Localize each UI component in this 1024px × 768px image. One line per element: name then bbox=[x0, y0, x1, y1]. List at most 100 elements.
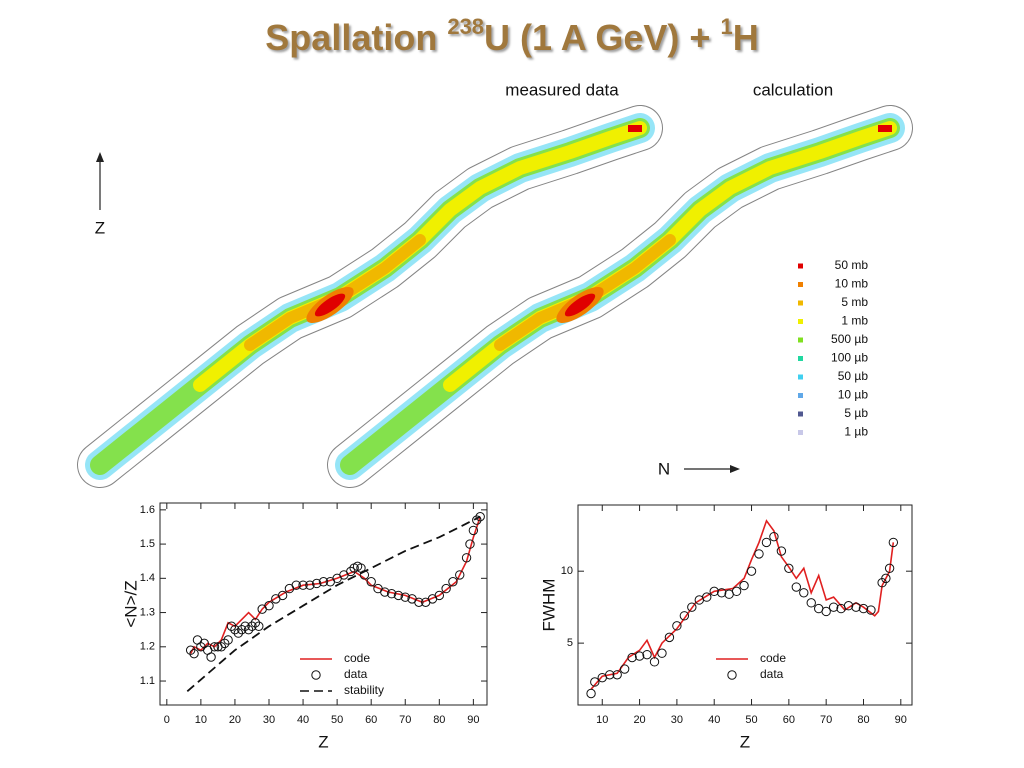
data-point bbox=[754, 549, 764, 559]
series-line bbox=[186, 515, 481, 692]
data-point bbox=[189, 648, 199, 659]
legend-swatch bbox=[798, 356, 803, 361]
x-tick-label: 30 bbox=[263, 714, 275, 726]
data-point bbox=[264, 601, 274, 611]
x-tick-label: 0 bbox=[164, 714, 170, 726]
legend-label: stability bbox=[344, 683, 384, 697]
data-point bbox=[366, 577, 376, 587]
title-part: U (1 A GeV) + bbox=[484, 17, 720, 58]
legend-label: data bbox=[344, 667, 368, 681]
data-point bbox=[739, 580, 749, 591]
data-point bbox=[843, 601, 854, 611]
data-point bbox=[305, 580, 315, 590]
title-part: H bbox=[733, 17, 759, 58]
panel-label: calculation bbox=[753, 80, 833, 99]
data-point bbox=[209, 642, 220, 652]
data-point bbox=[821, 606, 831, 617]
x-tick-label: 70 bbox=[820, 714, 832, 726]
data-point bbox=[237, 624, 247, 635]
legend-label: code bbox=[344, 651, 370, 665]
map-core bbox=[314, 293, 346, 317]
data-point bbox=[346, 566, 356, 577]
nuclide-maps bbox=[77, 105, 913, 488]
data-point bbox=[230, 624, 240, 635]
data-point bbox=[380, 587, 390, 597]
legend-label: 5 mb bbox=[841, 295, 868, 309]
data-point bbox=[884, 563, 895, 574]
x-tick-label: 60 bbox=[365, 714, 377, 726]
legend-label: 5 µb bbox=[844, 406, 868, 420]
x-axis-label: Z bbox=[318, 732, 328, 751]
data-point bbox=[226, 621, 237, 631]
x-tick-label: 30 bbox=[671, 714, 683, 726]
data-point bbox=[761, 537, 772, 548]
data-point bbox=[243, 624, 254, 635]
legend-label: 50 µb bbox=[838, 369, 869, 383]
legend-label: 10 mb bbox=[835, 277, 869, 291]
data-point bbox=[400, 592, 410, 602]
data-point bbox=[851, 602, 861, 612]
data-point bbox=[311, 578, 322, 589]
title-superscript: 238 bbox=[447, 14, 484, 39]
data-point bbox=[799, 588, 809, 598]
legend-swatch bbox=[798, 263, 803, 269]
legend-marker bbox=[311, 670, 321, 680]
data-point bbox=[657, 648, 667, 658]
data-point bbox=[612, 670, 622, 680]
series-line bbox=[590, 519, 895, 690]
x-tick-label: 90 bbox=[895, 714, 907, 726]
y-tick-label: 1.1 bbox=[140, 675, 155, 687]
data-point bbox=[455, 570, 465, 580]
x-tick-label: 40 bbox=[297, 714, 309, 726]
data-point bbox=[605, 670, 615, 680]
data-point bbox=[828, 602, 839, 612]
data-point bbox=[679, 611, 690, 621]
data-point bbox=[746, 566, 757, 576]
y-tick-label: 1.2 bbox=[140, 641, 155, 653]
y-axis-label: Z bbox=[95, 218, 105, 237]
panel-label: measured data bbox=[505, 80, 619, 99]
map-core bbox=[628, 125, 642, 132]
y-tick-label: 1.5 bbox=[140, 538, 155, 550]
data-point bbox=[888, 537, 899, 548]
data-point bbox=[731, 586, 742, 597]
data-point bbox=[240, 621, 250, 631]
data-point bbox=[318, 577, 329, 587]
legend-label: 50 mb bbox=[835, 258, 869, 272]
slide-title: Spallation 238U (1 A GeV) + 1H bbox=[265, 14, 758, 58]
data-point bbox=[858, 603, 869, 614]
data-point bbox=[716, 588, 727, 598]
map-legend: 50 mb 10 mb 5 mb 1 mb 500 µb 100 µb 50 µb 10 µb… bbox=[798, 258, 868, 439]
legend-swatch bbox=[798, 337, 803, 343]
x-tick-label: 20 bbox=[229, 714, 241, 726]
x-tick-label: 10 bbox=[195, 714, 207, 726]
data-point bbox=[586, 688, 596, 699]
data-point bbox=[776, 546, 787, 556]
y-tick-label: 1.3 bbox=[140, 606, 155, 618]
data-point bbox=[233, 628, 244, 638]
data-point bbox=[687, 602, 697, 612]
legend-label: data bbox=[760, 667, 784, 681]
legend-swatch bbox=[798, 411, 803, 417]
plot-frame bbox=[577, 504, 913, 706]
data-point bbox=[291, 580, 301, 590]
charts: 0 10 20 30 40 50 60 70 80 90 1.1 1.2 1.3 1.4 1.5 1.6 Z <N… bbox=[121, 502, 913, 751]
x-tick-label: 60 bbox=[783, 714, 795, 726]
x-tick-label: 80 bbox=[433, 714, 445, 726]
series-line bbox=[189, 516, 481, 654]
legend-swatch bbox=[798, 393, 803, 398]
legend-label: 100 µb bbox=[831, 351, 868, 365]
x-tick-label: 40 bbox=[708, 714, 720, 726]
x-tick-label: 70 bbox=[399, 714, 411, 726]
data-point bbox=[791, 582, 802, 592]
data-point bbox=[393, 590, 404, 601]
data-point bbox=[468, 525, 479, 536]
data-point bbox=[784, 563, 794, 574]
legend-swatch bbox=[798, 319, 803, 324]
data-point bbox=[472, 515, 482, 525]
data-point bbox=[649, 657, 660, 667]
data-point bbox=[475, 511, 485, 522]
legend-label: 10 µb bbox=[838, 388, 869, 402]
n-arrow-head bbox=[730, 465, 740, 473]
